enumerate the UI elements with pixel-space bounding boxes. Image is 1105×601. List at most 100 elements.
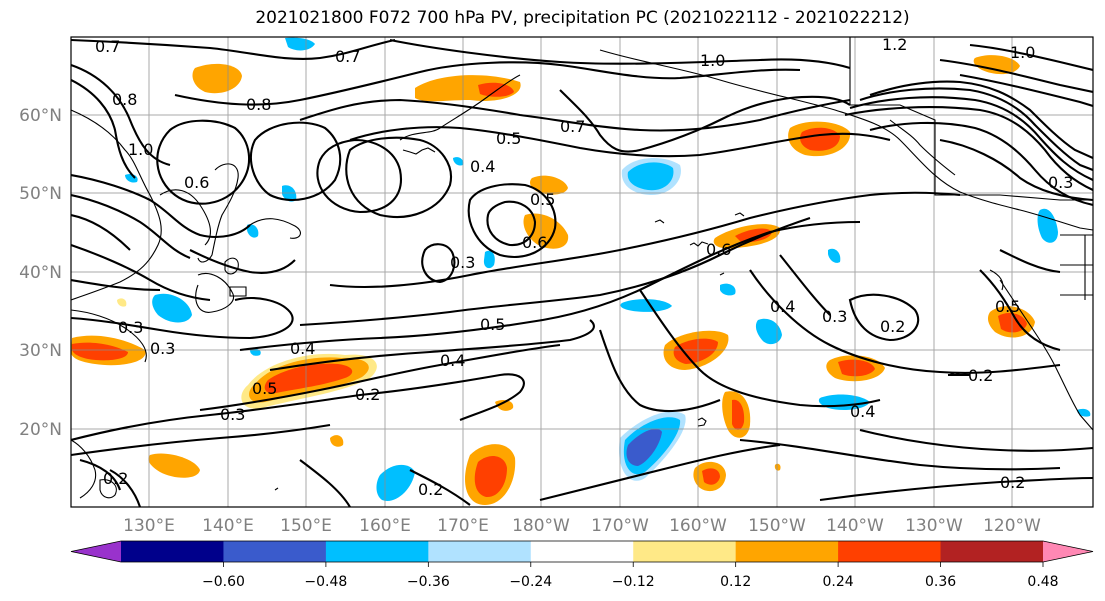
pv-contour-1.0 (859, 87, 1093, 171)
contour-label: 0.2 (880, 317, 905, 336)
contour-label: 0.2 (968, 366, 993, 385)
pv-contour-0.5 (349, 126, 891, 158)
contour-label: 0.3 (150, 339, 175, 358)
colorbar-tick-label: 0.24 (823, 574, 854, 590)
contour-label: 0.7 (95, 37, 120, 56)
precip-blob (619, 411, 686, 481)
colorbar-extend-max (1043, 541, 1093, 562)
lat-tick-label: 60°N (19, 106, 62, 126)
pv-contour-0.8 (250, 121, 342, 202)
contour-label: 0.6 (522, 233, 547, 252)
contour-label: 1.2 (882, 35, 907, 54)
pv-contour-0.5 (71, 173, 251, 239)
pv-contour-0.7 (844, 106, 1093, 191)
pv-contour-0.3 (639, 289, 881, 408)
precip-blob (693, 461, 726, 492)
pv-contour-1.0 (939, 58, 1093, 94)
pv-contour-0.3 (71, 297, 294, 340)
contour-labels: 0.7 0.7 1.0 0.8 0.8 0.7 0.5 0.4 1.0 0.6 … (95, 35, 1073, 499)
precip-blob (973, 55, 1020, 75)
pv-contour-0.2 (299, 459, 351, 507)
pv-contour-0.8 (559, 89, 851, 153)
precip-blob (152, 293, 192, 323)
contour-label: 0.5 (496, 129, 521, 148)
colorbar-tick-label: −0.60 (202, 574, 245, 590)
contour-label: 0.2 (418, 480, 443, 499)
lon-tick-label: 120°W (983, 516, 1041, 536)
contour-label: 0.4 (440, 351, 465, 370)
pv-contour-0.3 (739, 438, 1061, 471)
contour-label: 0.4 (470, 157, 495, 176)
colorbar-tick-label: 0.12 (720, 574, 751, 590)
pv-contour-0.5 (329, 191, 961, 289)
colorbar-tick-label: −0.12 (612, 574, 655, 590)
pv-contour-0.5 (299, 217, 811, 327)
precip-blob (148, 453, 200, 478)
colorbar-tick-label: 0.48 (1027, 574, 1058, 590)
pv-contour-0.5 (869, 121, 1093, 207)
precip-blob (241, 353, 377, 409)
contour-label: 0.5 (252, 379, 277, 398)
pv-contour-0.4 (749, 269, 1061, 374)
contour-label: 0.2 (355, 385, 380, 404)
lon-tick-label: 150°E (280, 516, 332, 536)
lon-tick-label: 140°E (202, 516, 254, 536)
pv-contour-0.6 (345, 136, 452, 219)
pv-contour-0.3 (939, 138, 1093, 202)
precip-blob (192, 63, 242, 94)
lon-tick-label: 180°W (512, 516, 570, 536)
colorbar-tick-label: −0.48 (304, 574, 347, 590)
contour-label: 0.7 (335, 47, 360, 66)
contour-label: 0.8 (112, 90, 137, 109)
lon-tick-label: 140°W (826, 516, 884, 536)
pv-contour-0.3 (109, 469, 141, 507)
lon-tick-label: 130°E (123, 516, 175, 536)
pv-contour-1.0 (969, 43, 1093, 72)
precip-blob (285, 37, 315, 51)
contour-label: 1.0 (1010, 43, 1035, 62)
precip-blob (415, 75, 521, 102)
precip-blob (376, 464, 415, 501)
colorbar-segment (838, 541, 942, 562)
colorbar-segment (530, 541, 634, 562)
precip-blob (483, 250, 495, 269)
pv-contour-1.2 (869, 80, 1093, 159)
contour-label: 0.8 (246, 95, 271, 114)
precip-blob (720, 283, 736, 296)
contour-label: 0.5 (530, 190, 555, 209)
precip-blob (621, 158, 681, 196)
precip-blob (620, 299, 672, 312)
pv-contour-0.3 (199, 343, 561, 412)
pv-contour-0.5 (71, 213, 131, 251)
pv-contour-0.3 (421, 243, 456, 284)
lat-axis: 60°N 50°N 40°N 30°N 20°N (19, 106, 62, 440)
map-title: 2021021800 F072 700 hPa PV, precipitatio… (255, 8, 910, 28)
colorbar-segment (121, 541, 224, 562)
precip-blob (722, 391, 751, 438)
colorbar-tick-label: −0.36 (407, 574, 450, 590)
colorbar-segment (428, 541, 532, 562)
pv-contour-0.2 (859, 428, 1093, 452)
contour-label: 1.0 (700, 51, 725, 70)
colorbar-tick-label: −0.24 (509, 574, 552, 590)
pv-contour-0.8 (174, 61, 801, 106)
pv-contour-0.2 (848, 293, 920, 342)
pv-contour-0.2 (819, 476, 1093, 502)
colorbar-segment (940, 541, 1044, 562)
contour-label: 0.4 (850, 402, 875, 421)
precip-blob (330, 435, 344, 447)
pv-contour-0.7 (299, 98, 851, 132)
contour-label: 0.5 (995, 297, 1020, 316)
precip-blob (713, 224, 781, 249)
colorbar-segment (325, 541, 429, 562)
precip-blob (774, 463, 781, 471)
contour-label: 0.5 (480, 315, 505, 334)
lat-tick-label: 40°N (19, 263, 62, 283)
precip-blob (453, 157, 464, 166)
lon-axis: 130°E 140°E 150°E 160°E 170°E 180°W 170°… (123, 516, 1041, 536)
lon-tick-label: 160°E (359, 516, 411, 536)
pv-contour-0.2 (71, 373, 525, 442)
map-frame (70, 36, 1094, 508)
pv-contour-0.3 (999, 249, 1061, 274)
pv-contour-0.5 (467, 183, 557, 258)
